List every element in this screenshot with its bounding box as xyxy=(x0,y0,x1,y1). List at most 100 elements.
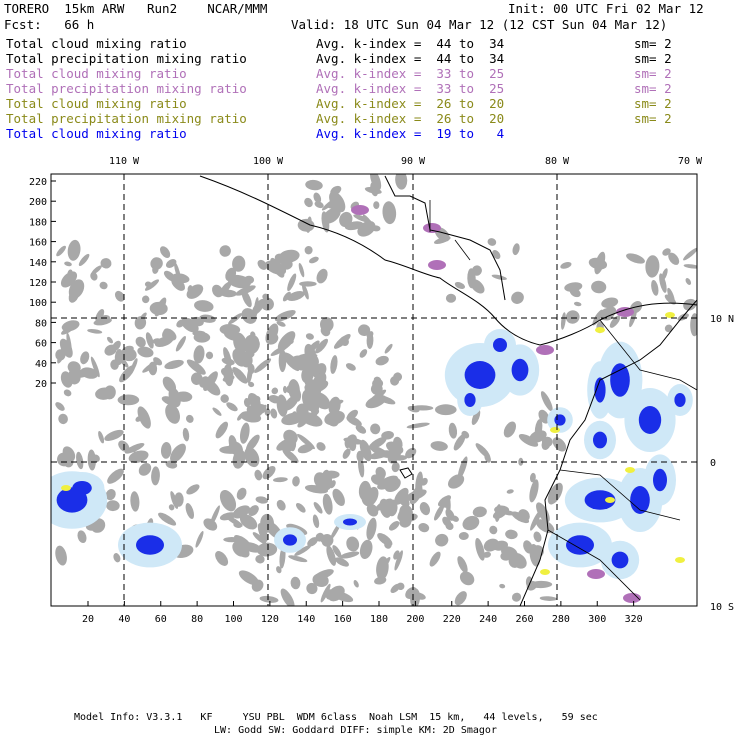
cloud-patch xyxy=(683,298,697,311)
legend-field-name: Total precipitation mixing ratio xyxy=(6,111,247,126)
country-border xyxy=(599,319,697,391)
cloud-patch xyxy=(299,281,317,287)
high-k-patch xyxy=(540,569,550,575)
cloud-patch xyxy=(454,282,466,289)
legend-kindex-range: Avg. k-index = 44 to 34 xyxy=(316,36,505,51)
cloud-patch xyxy=(68,288,80,303)
cloud-patch xyxy=(56,245,66,257)
cloud-patch xyxy=(664,324,673,333)
cloud-patch xyxy=(301,283,309,300)
legend-field-name: Total cloud mixing ratio xyxy=(6,126,187,141)
cloud-patch xyxy=(594,251,606,275)
cloud-patch xyxy=(63,389,72,397)
cloud-patch xyxy=(254,469,263,481)
y-tick-label: 80 xyxy=(35,318,47,329)
cloud-patch xyxy=(419,502,431,516)
coastline xyxy=(399,467,413,479)
cloud-patch xyxy=(114,290,125,302)
cloud-patch xyxy=(124,442,145,454)
cloud-patch xyxy=(239,422,250,444)
cloud-patch xyxy=(228,441,243,456)
cloud-patch xyxy=(314,201,324,209)
cloud-patch xyxy=(501,546,518,559)
cloud-patch xyxy=(690,313,697,337)
cloud-patch xyxy=(560,262,572,269)
country-border xyxy=(559,469,681,521)
cloud-patch xyxy=(492,250,501,260)
cloud-patch xyxy=(165,403,181,424)
cloud-patch xyxy=(471,265,482,276)
cloud-patch xyxy=(305,333,314,340)
convective-cell xyxy=(584,490,616,510)
cloud-patch xyxy=(237,412,244,421)
cloud-patch xyxy=(239,281,246,287)
cloud-patch xyxy=(295,502,306,513)
cloud-patch xyxy=(219,245,231,257)
cloud-patch xyxy=(529,479,539,503)
cloud-patch xyxy=(61,320,80,332)
longitude-label: 110 W xyxy=(109,156,140,167)
cloud-patch xyxy=(406,422,430,429)
cloud-patch xyxy=(256,542,278,557)
cloud-patch xyxy=(254,358,272,373)
cloud-patch xyxy=(483,538,499,552)
cloud-patch xyxy=(668,252,680,265)
x-tick-label: 120 xyxy=(261,614,279,625)
cloud-patch xyxy=(58,413,68,425)
convective-cell xyxy=(610,363,630,397)
convective-cell xyxy=(554,414,566,426)
cloud-patch xyxy=(487,238,497,246)
cloud-patch xyxy=(384,541,392,549)
cloud-patch xyxy=(203,378,221,396)
cloud-patch xyxy=(332,399,344,406)
cloud-patch xyxy=(277,331,296,351)
cloud-patch xyxy=(346,536,360,552)
convective-cell xyxy=(464,393,476,407)
cloud-patch xyxy=(160,442,172,459)
cloud-patch xyxy=(506,489,514,494)
legend-smoothing: sm= 2 xyxy=(634,81,672,96)
longitude-label: 80 W xyxy=(545,156,570,167)
cloud-patch xyxy=(215,551,229,566)
country-border xyxy=(454,239,471,261)
cloud-patch xyxy=(170,491,179,509)
cloud-patch xyxy=(393,455,408,461)
map-field-layer xyxy=(51,174,697,606)
cloud-patch xyxy=(430,441,448,451)
cloud-patch xyxy=(114,349,124,366)
cloud-patch xyxy=(683,264,697,269)
map-frame xyxy=(50,173,698,607)
convective-cell xyxy=(283,534,297,546)
cloud-patch xyxy=(77,530,87,544)
legend-kindex-range: Avg. k-index = 26 to 20 xyxy=(316,111,505,126)
cloud-patch xyxy=(458,531,469,541)
cloud-patch xyxy=(260,297,274,311)
legend-kindex-range: Avg. k-index = 44 to 34 xyxy=(316,51,505,66)
cloud-patch xyxy=(391,462,400,473)
cloud-patch xyxy=(270,408,278,419)
cloud-patch xyxy=(320,583,331,603)
cloud-patch xyxy=(87,328,103,334)
cloud-patch xyxy=(235,544,250,558)
country-border xyxy=(547,529,641,601)
cloud-patch xyxy=(240,411,262,423)
cloud-patch xyxy=(550,486,562,499)
cloud-patch xyxy=(287,273,297,292)
cloud-patch xyxy=(313,502,323,514)
cloud-patch xyxy=(162,330,167,339)
cloud-patch xyxy=(512,243,520,256)
cloud-patch xyxy=(445,293,457,303)
cloud-patch xyxy=(248,381,255,388)
cloud-patch xyxy=(236,487,247,500)
cloud-patch xyxy=(226,402,238,412)
cloud-patch xyxy=(221,367,233,378)
cloud-patch xyxy=(221,357,235,366)
forecast-hour: Fcst: 66 h xyxy=(4,17,95,32)
cloud-patch xyxy=(87,449,96,471)
cloud-patch xyxy=(212,407,222,416)
cloud-patch xyxy=(435,533,449,547)
latitude-label: 10 N xyxy=(710,314,734,325)
cloud-patch xyxy=(365,395,387,409)
cloud-patch xyxy=(304,386,318,406)
cloud-patch xyxy=(533,531,542,543)
